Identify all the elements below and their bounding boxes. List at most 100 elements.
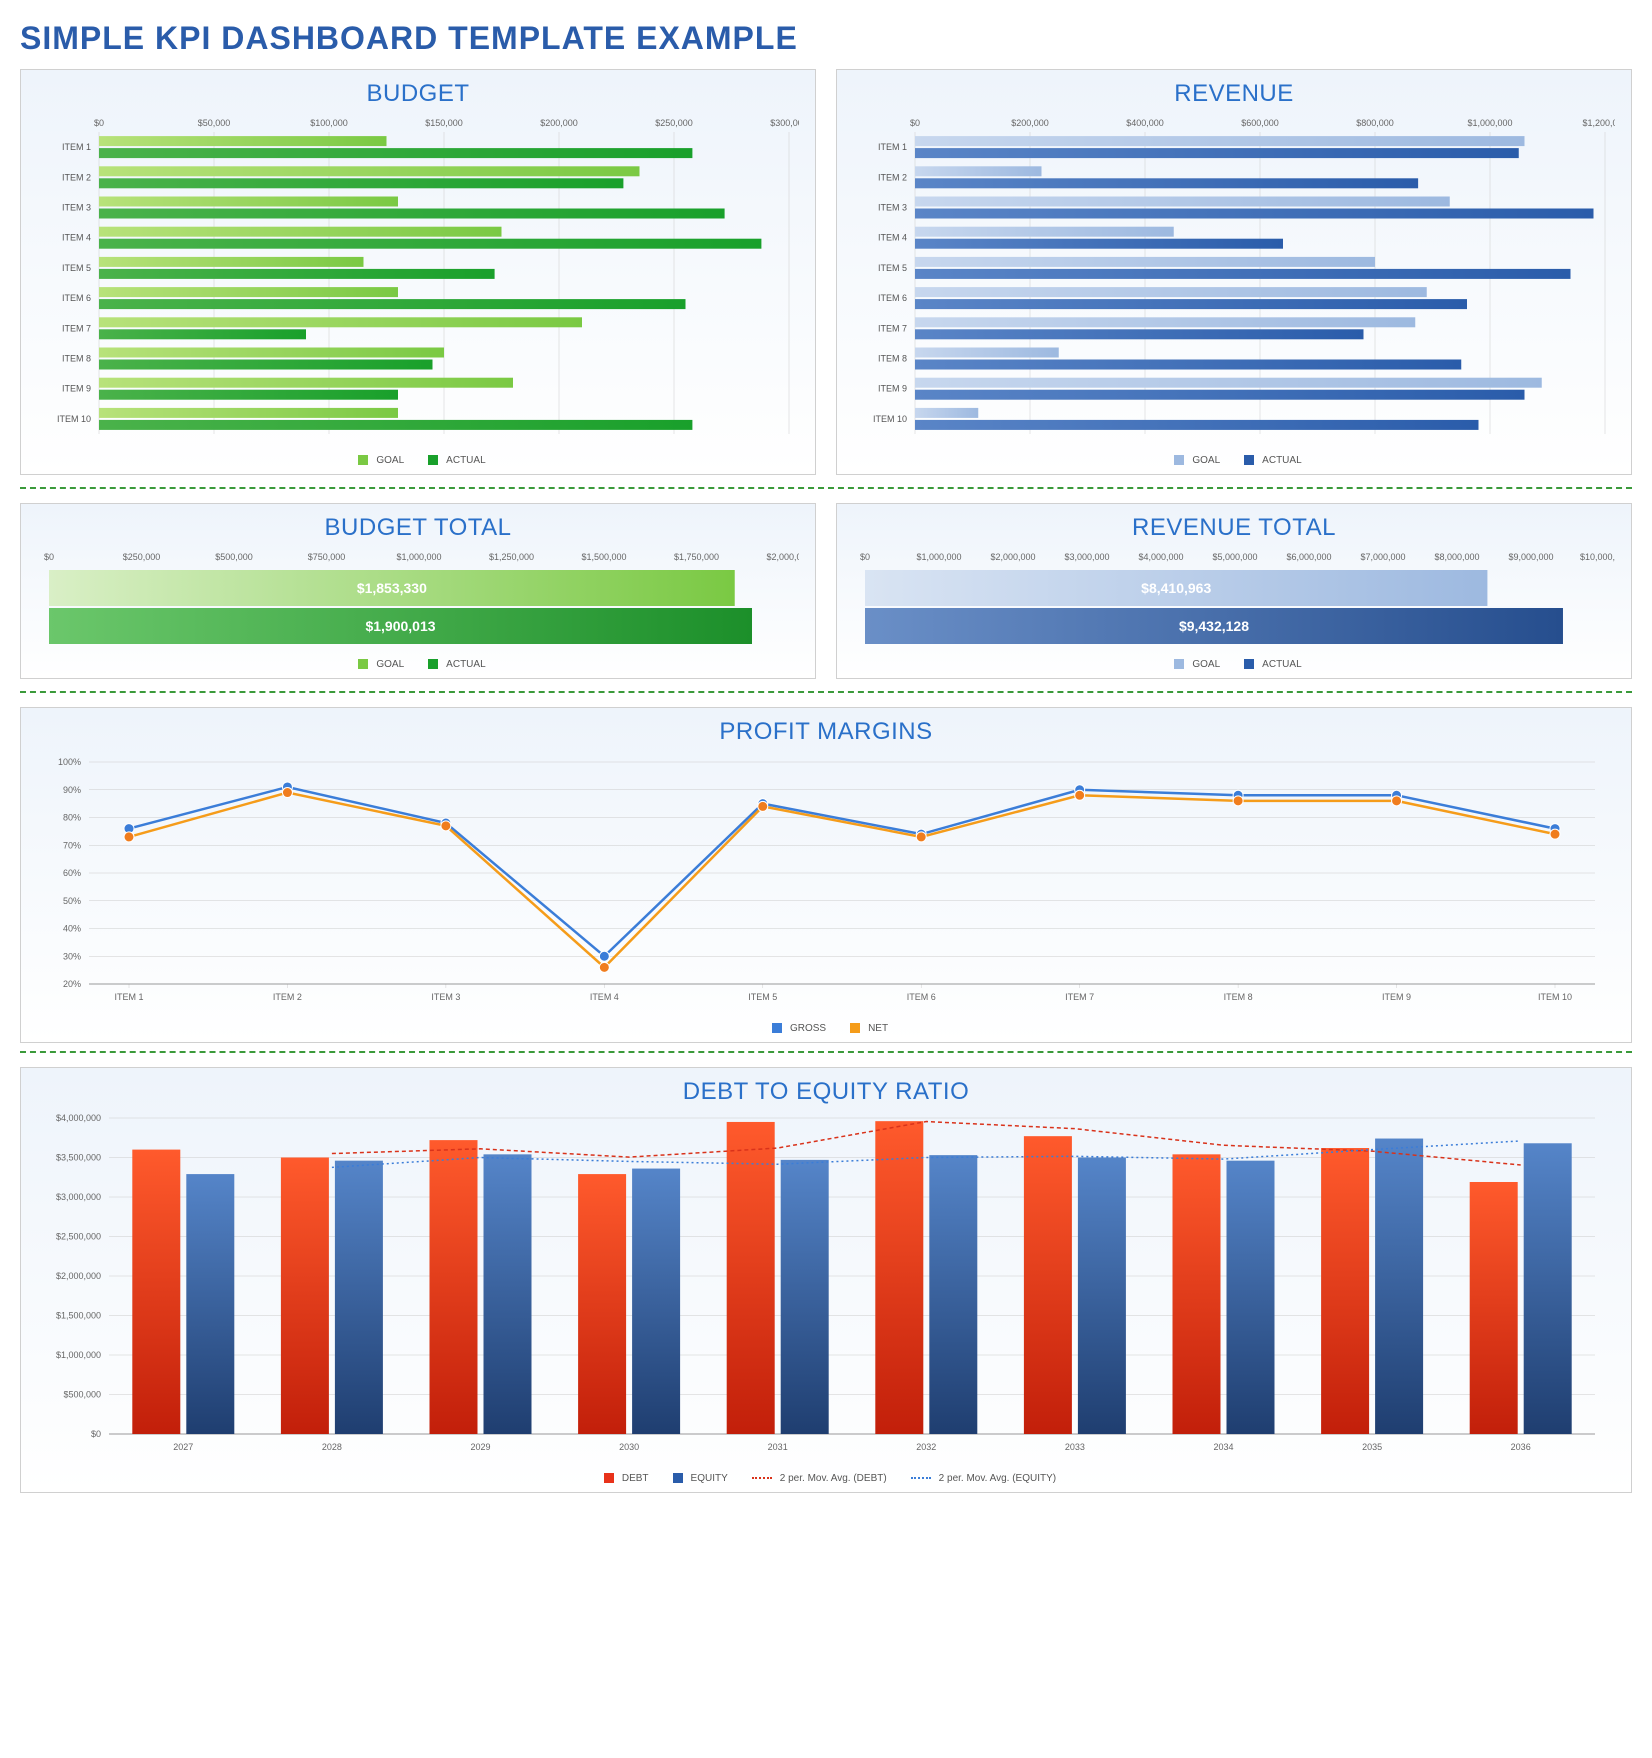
svg-text:$6,000,000: $6,000,000 [1286, 552, 1331, 562]
revenue-panel: REVENUE $0$200,000$400,000$600,000$800,0… [836, 69, 1632, 475]
svg-text:ITEM 6: ITEM 6 [907, 992, 936, 1002]
svg-text:$300,000: $300,000 [770, 118, 799, 128]
revenue-total-panel: REVENUE TOTAL $0$1,000,000$2,000,000$3,0… [836, 503, 1632, 679]
svg-text:ITEM 2: ITEM 2 [273, 992, 302, 1002]
svg-text:30%: 30% [63, 951, 81, 961]
svg-text:$1,750,000: $1,750,000 [674, 552, 719, 562]
revenue-total-legend: GOALACTUAL [855, 659, 1613, 670]
svg-text:2036: 2036 [1511, 1442, 1531, 1452]
svg-text:$1,500,000: $1,500,000 [581, 552, 626, 562]
budget-panel: BUDGET $0$50,000$100,000$150,000$200,000… [20, 69, 816, 475]
main-title: SIMPLE KPI DASHBOARD TEMPLATE EXAMPLE [20, 20, 1632, 57]
svg-text:20%: 20% [63, 979, 81, 989]
revenue-chart: $0$200,000$400,000$600,000$800,000$1,000… [855, 114, 1615, 444]
svg-text:$1,200,000: $1,200,000 [1582, 118, 1615, 128]
svg-text:ITEM 3: ITEM 3 [62, 203, 91, 213]
svg-text:2027: 2027 [173, 1442, 193, 1452]
svg-text:2034: 2034 [1213, 1442, 1233, 1452]
profit-margins-title: PROFIT MARGINS [39, 718, 1613, 746]
svg-text:40%: 40% [63, 924, 81, 934]
svg-text:ITEM 6: ITEM 6 [62, 293, 91, 303]
svg-text:ITEM 2: ITEM 2 [878, 172, 907, 182]
svg-text:2035: 2035 [1362, 1442, 1382, 1452]
svg-text:ITEM 3: ITEM 3 [878, 203, 907, 213]
svg-text:ITEM 7: ITEM 7 [62, 323, 91, 333]
budget-total-title: BUDGET TOTAL [39, 514, 797, 542]
divider-3 [20, 1051, 1632, 1053]
revenue-legend: GOALACTUAL [855, 455, 1613, 466]
debt-equity-chart: $0$500,000$1,000,000$1,500,000$2,000,000… [39, 1112, 1615, 1462]
svg-text:ITEM 1: ITEM 1 [878, 142, 907, 152]
svg-text:$0: $0 [860, 552, 870, 562]
svg-text:ITEM 10: ITEM 10 [873, 414, 907, 424]
svg-text:$500,000: $500,000 [63, 1390, 101, 1400]
svg-text:ITEM 4: ITEM 4 [590, 992, 619, 1002]
profit-margins-legend: GROSSNET [39, 1023, 1613, 1034]
profit-margins-chart: 20%30%40%50%60%70%80%90%100%ITEM 1ITEM 2… [39, 752, 1615, 1012]
svg-text:$4,000,000: $4,000,000 [56, 1113, 101, 1123]
svg-text:$200,000: $200,000 [1011, 118, 1049, 128]
svg-text:ITEM 9: ITEM 9 [878, 384, 907, 394]
budget-total-chart: $0$250,000$500,000$750,000$1,000,000$1,2… [39, 548, 799, 648]
svg-text:$1,000,000: $1,000,000 [916, 552, 961, 562]
svg-text:$0: $0 [44, 552, 54, 562]
svg-text:$1,853,330: $1,853,330 [357, 580, 427, 596]
svg-text:$1,000,000: $1,000,000 [396, 552, 441, 562]
svg-text:$7,000,000: $7,000,000 [1360, 552, 1405, 562]
revenue-title: REVENUE [855, 80, 1613, 108]
svg-text:ITEM 8: ITEM 8 [878, 354, 907, 364]
svg-text:ITEM 4: ITEM 4 [878, 233, 907, 243]
svg-text:ITEM 10: ITEM 10 [1538, 992, 1572, 1002]
svg-text:$0: $0 [94, 118, 104, 128]
svg-text:2028: 2028 [322, 1442, 342, 1452]
svg-text:$500,000: $500,000 [215, 552, 253, 562]
svg-text:70%: 70% [63, 840, 81, 850]
svg-text:ITEM 10: ITEM 10 [57, 414, 91, 424]
revenue-total-title: REVENUE TOTAL [855, 514, 1613, 542]
svg-text:90%: 90% [63, 785, 81, 795]
profit-margins-panel: PROFIT MARGINS 20%30%40%50%60%70%80%90%1… [20, 707, 1632, 1043]
svg-text:$9,432,128: $9,432,128 [1179, 618, 1249, 634]
svg-text:$2,000,000: $2,000,000 [56, 1271, 101, 1281]
budget-total-panel: BUDGET TOTAL $0$250,000$500,000$750,000$… [20, 503, 816, 679]
svg-text:$1,000,000: $1,000,000 [1467, 118, 1512, 128]
svg-text:ITEM 9: ITEM 9 [62, 384, 91, 394]
debt-equity-legend: DEBTEQUITY2 per. Mov. Avg. (DEBT)2 per. … [39, 1473, 1613, 1484]
svg-text:$250,000: $250,000 [655, 118, 693, 128]
svg-text:60%: 60% [63, 868, 81, 878]
svg-text:$10,000,000: $10,000,000 [1580, 552, 1615, 562]
budget-total-legend: GOALACTUAL [39, 659, 797, 670]
svg-text:ITEM 8: ITEM 8 [62, 354, 91, 364]
divider-1 [20, 487, 1632, 489]
svg-text:$600,000: $600,000 [1241, 118, 1279, 128]
svg-text:$2,000,000: $2,000,000 [766, 552, 799, 562]
svg-text:$1,500,000: $1,500,000 [56, 1311, 101, 1321]
svg-text:$3,000,000: $3,000,000 [1064, 552, 1109, 562]
divider-2 [20, 691, 1632, 693]
svg-text:ITEM 1: ITEM 1 [114, 992, 143, 1002]
svg-text:ITEM 6: ITEM 6 [878, 293, 907, 303]
svg-text:ITEM 1: ITEM 1 [62, 142, 91, 152]
svg-text:$400,000: $400,000 [1126, 118, 1164, 128]
svg-text:2029: 2029 [470, 1442, 490, 1452]
svg-text:$1,000,000: $1,000,000 [56, 1350, 101, 1360]
svg-text:$4,000,000: $4,000,000 [1138, 552, 1183, 562]
svg-text:ITEM 3: ITEM 3 [431, 992, 460, 1002]
svg-text:$5,000,000: $5,000,000 [1212, 552, 1257, 562]
svg-text:ITEM 5: ITEM 5 [62, 263, 91, 273]
svg-text:2032: 2032 [916, 1442, 936, 1452]
svg-text:ITEM 9: ITEM 9 [1382, 992, 1411, 1002]
svg-text:$100,000: $100,000 [310, 118, 348, 128]
svg-text:$250,000: $250,000 [123, 552, 161, 562]
budget-title: BUDGET [39, 80, 797, 108]
svg-text:$2,500,000: $2,500,000 [56, 1232, 101, 1242]
budget-legend: GOALACTUAL [39, 455, 797, 466]
svg-text:ITEM 5: ITEM 5 [878, 263, 907, 273]
svg-text:ITEM 2: ITEM 2 [62, 172, 91, 182]
svg-text:ITEM 7: ITEM 7 [1065, 992, 1094, 1002]
svg-text:$9,000,000: $9,000,000 [1508, 552, 1553, 562]
svg-text:2033: 2033 [1065, 1442, 1085, 1452]
svg-text:$3,000,000: $3,000,000 [56, 1192, 101, 1202]
svg-text:100%: 100% [58, 757, 81, 767]
svg-text:$1,250,000: $1,250,000 [489, 552, 534, 562]
